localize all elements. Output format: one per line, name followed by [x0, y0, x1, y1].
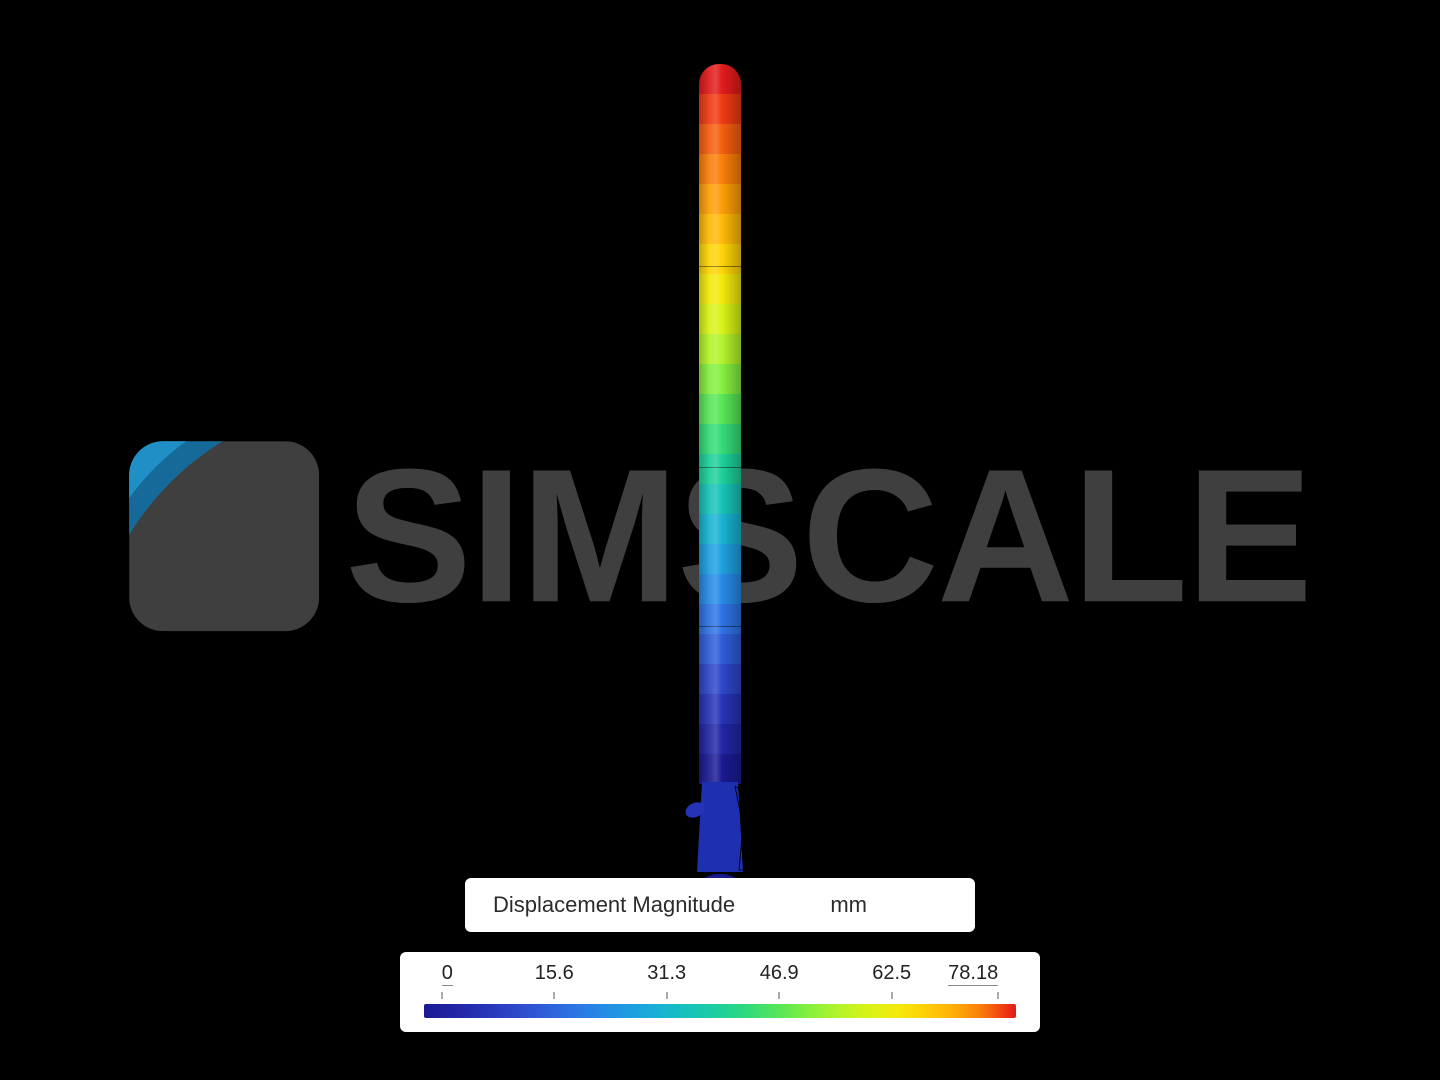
- contour-segment: [699, 604, 741, 634]
- contour-segment: [699, 694, 741, 724]
- contour-segment: [699, 64, 741, 94]
- legend-tick-label: 46.9: [760, 962, 799, 985]
- legend-tick-label: 62.5: [872, 962, 911, 985]
- legend-scale-card: 0 15.6 31.3 46.9 62.5 78.18: [400, 952, 1040, 1032]
- contour-segment: [699, 484, 741, 514]
- displacement-contour-cylinder: [699, 64, 741, 784]
- contour-segment: [699, 574, 741, 604]
- contour-segment: [699, 184, 741, 214]
- legend-tick-marks: [424, 992, 1016, 1000]
- simscale-watermark-text: SIMSCALE: [345, 441, 1311, 631]
- contour-segment: [699, 124, 741, 154]
- contour-segment: [699, 664, 741, 694]
- legend-tick-label: 0: [442, 962, 453, 985]
- contour-segment: [699, 424, 741, 454]
- contour-segment: [699, 154, 741, 184]
- contour-segment: [699, 304, 741, 334]
- contour-segment: [699, 724, 741, 754]
- legend-unit-label: mm: [830, 892, 867, 918]
- contour-segment: [699, 544, 741, 574]
- contour-segment: [699, 364, 741, 394]
- contour-segment: [699, 454, 741, 484]
- contour-segment: [699, 514, 741, 544]
- contour-segment: [699, 244, 741, 274]
- contour-segment: [699, 274, 741, 304]
- legend-tick-label: 78.18: [948, 962, 998, 985]
- legend-tick-labels: 0 15.6 31.3 46.9 62.5 78.18: [424, 962, 1016, 988]
- legend-title-card: Displacement Magnitude mm: [465, 878, 975, 932]
- contour-segment: [699, 634, 741, 664]
- contour-segment: [699, 754, 741, 784]
- fea-result-column: [692, 64, 748, 932]
- contour-segment: [699, 334, 741, 364]
- contour-segment: [699, 214, 741, 244]
- simscale-logo-icon: [129, 441, 319, 631]
- legend-quantity-label: Displacement Magnitude: [493, 892, 735, 918]
- contour-segment: [699, 94, 741, 124]
- legend-gradient-bar: [424, 1004, 1016, 1018]
- legend-tick-label: 15.6: [535, 962, 574, 985]
- contour-segment: [699, 394, 741, 424]
- legend-tick-label: 31.3: [647, 962, 686, 985]
